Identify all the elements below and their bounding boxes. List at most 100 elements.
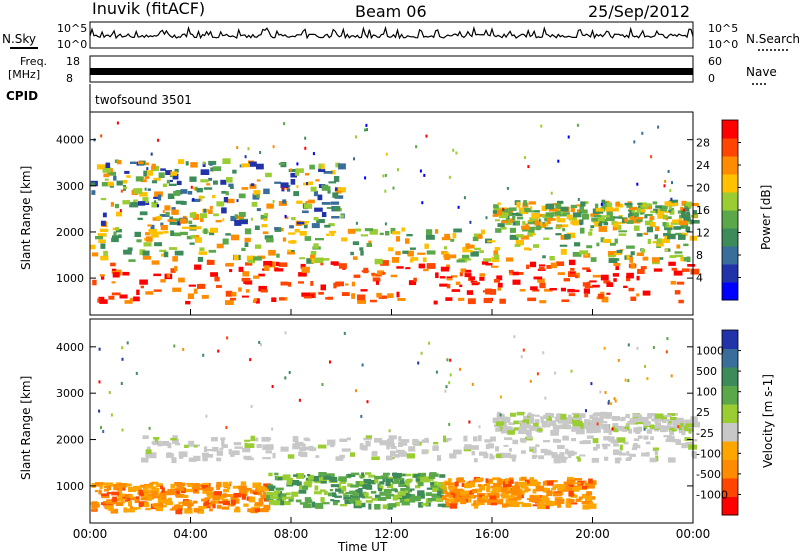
heatmap-cell xyxy=(400,439,410,443)
heatmap-cell xyxy=(613,253,622,256)
heatmap-cell xyxy=(643,424,648,429)
heatmap-cell xyxy=(567,135,570,139)
heatmap-cell xyxy=(447,478,452,484)
heatmap-cell xyxy=(577,424,584,431)
heatmap-cell xyxy=(288,371,291,374)
heatmap-cell xyxy=(160,485,164,490)
heatmap-cell xyxy=(448,422,451,426)
heatmap-cell xyxy=(256,444,262,448)
heatmap-cell xyxy=(288,496,294,502)
heatmap-cell xyxy=(271,385,274,388)
heatmap-cell xyxy=(442,485,447,490)
heatmap-cell xyxy=(546,480,554,486)
heatmap-cell xyxy=(244,228,252,235)
heatmap-cell xyxy=(667,413,676,417)
heatmap-cell xyxy=(167,193,175,199)
heatmap-cell xyxy=(417,472,427,479)
heatmap-cell xyxy=(636,275,640,281)
heatmap-cell xyxy=(262,444,271,451)
heatmap-cell xyxy=(215,220,222,223)
heatmap-cell xyxy=(175,200,184,205)
heatmap-cell xyxy=(289,225,294,229)
heatmap-cell xyxy=(250,489,254,494)
heatmap-cell xyxy=(412,495,421,501)
heatmap-cell xyxy=(640,205,649,208)
heatmap-cell xyxy=(142,435,149,439)
heatmap-cell xyxy=(352,241,360,246)
heatmap-cell xyxy=(494,254,500,260)
heatmap-cell xyxy=(568,259,576,266)
heatmap-cell xyxy=(526,435,532,440)
heatmap-cell xyxy=(527,297,537,302)
heatmap-cell xyxy=(401,442,408,446)
heatmap-cell xyxy=(125,495,131,498)
heatmap-cell xyxy=(624,218,628,223)
heatmap-cell xyxy=(280,446,289,452)
heatmap-cell xyxy=(369,299,377,303)
heatmap-cell xyxy=(147,489,152,493)
heatmap-cell xyxy=(687,264,696,267)
heatmap-cell xyxy=(591,457,599,463)
heatmap-cell xyxy=(688,429,692,434)
heatmap-cell xyxy=(464,444,472,450)
heatmap-cell xyxy=(253,490,263,495)
heatmap-cell xyxy=(172,173,179,180)
heatmap-cell xyxy=(201,485,209,489)
heatmap-cell xyxy=(657,209,664,215)
heatmap-cell xyxy=(374,475,382,480)
heatmap-cell xyxy=(397,168,399,172)
colorbar-swatch xyxy=(722,174,738,193)
heatmap-cell xyxy=(690,439,698,442)
heatmap-cell xyxy=(274,491,279,496)
heatmap-cell xyxy=(160,253,165,257)
heatmap-cell xyxy=(633,443,638,447)
heatmap-cell xyxy=(604,391,607,394)
colorbar-tick-label: 4 xyxy=(696,272,703,285)
heatmap-cell xyxy=(390,446,397,450)
heatmap-cell xyxy=(657,213,665,219)
heatmap-cell xyxy=(614,457,621,464)
heatmap-cell xyxy=(506,186,509,190)
heatmap-cell xyxy=(254,437,259,442)
heatmap-cell xyxy=(139,211,148,216)
heatmap-cell xyxy=(168,183,177,186)
heatmap-cell xyxy=(599,390,602,394)
heatmap-cell xyxy=(151,481,159,485)
heatmap-cell xyxy=(382,174,385,178)
heatmap-cell xyxy=(557,444,565,449)
heatmap-cell xyxy=(584,253,588,256)
heatmap-cell xyxy=(643,427,646,431)
colorbar-tick-label: 24 xyxy=(696,159,710,172)
heatmap-cell xyxy=(415,485,421,489)
heatmap-cell xyxy=(494,247,501,251)
heatmap-cell xyxy=(335,162,341,168)
heatmap-cell xyxy=(513,335,516,339)
heatmap-cell xyxy=(206,490,212,496)
heatmap-cell xyxy=(487,501,494,505)
heatmap-cell xyxy=(259,151,262,154)
heatmap-cell xyxy=(110,484,119,487)
heatmap-cell xyxy=(691,451,697,457)
heatmap-cell xyxy=(479,451,488,456)
heatmap-cell xyxy=(501,208,509,212)
heatmap-cell xyxy=(582,485,588,490)
heatmap-cell xyxy=(112,235,119,239)
heatmap-cell xyxy=(156,215,162,220)
heatmap-cell xyxy=(433,442,439,445)
heatmap-cell xyxy=(179,231,188,236)
heatmap-cell xyxy=(629,420,635,424)
heatmap-cell xyxy=(218,501,224,504)
heatmap-cell xyxy=(291,491,299,497)
heatmap-cell xyxy=(364,496,373,499)
heatmap-cell xyxy=(550,262,557,269)
heatmap-cell xyxy=(491,265,499,268)
heatmap-cell xyxy=(560,206,569,212)
heatmap-cell xyxy=(512,485,520,491)
heatmap-cell xyxy=(405,493,410,499)
heatmap-cell xyxy=(265,450,272,454)
heatmap-cell xyxy=(166,179,170,184)
heatmap-cell xyxy=(557,501,561,508)
heatmap-cell xyxy=(432,487,439,492)
heatmap-cell xyxy=(529,379,532,383)
heatmap-cell xyxy=(130,496,136,500)
